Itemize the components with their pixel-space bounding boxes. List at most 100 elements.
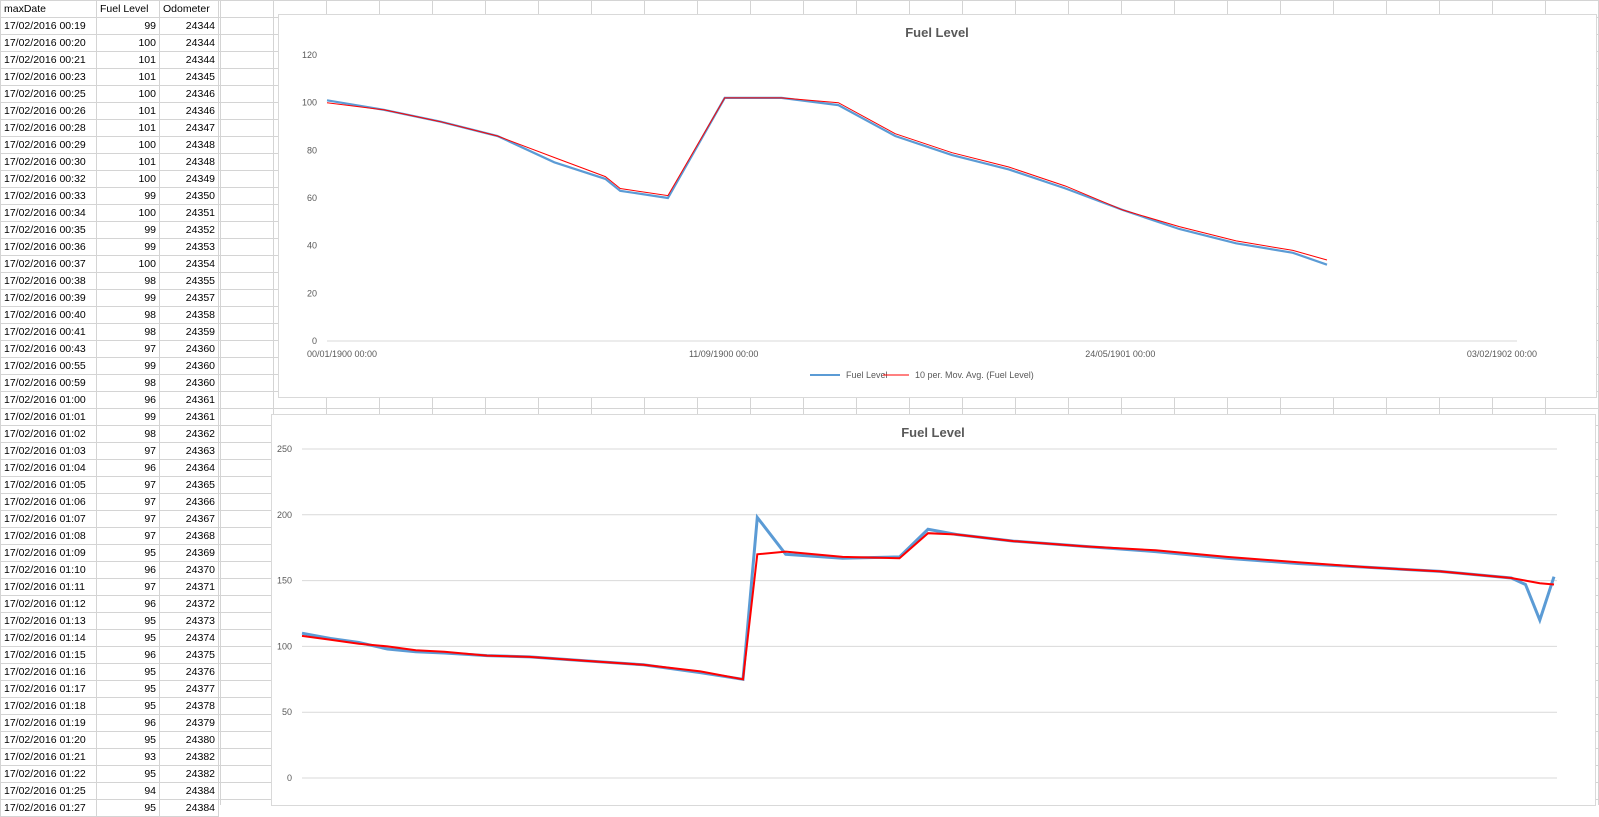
table-cell[interactable]: 24349 bbox=[159, 170, 219, 188]
table-cell[interactable]: 17/02/2016 00:33 bbox=[0, 187, 97, 205]
table-cell[interactable]: 98 bbox=[96, 374, 160, 392]
table-cell[interactable]: 95 bbox=[96, 629, 160, 647]
table-cell[interactable]: 24380 bbox=[159, 731, 219, 749]
table-cell[interactable]: 17/02/2016 00:59 bbox=[0, 374, 97, 392]
table-cell[interactable]: 98 bbox=[96, 425, 160, 443]
table-cell[interactable]: 93 bbox=[96, 748, 160, 766]
table-cell[interactable]: 24344 bbox=[159, 17, 219, 35]
table-cell[interactable]: 97 bbox=[96, 442, 160, 460]
table-cell[interactable]: 94 bbox=[96, 782, 160, 800]
table-cell[interactable]: 100 bbox=[96, 255, 160, 273]
table-cell[interactable]: 98 bbox=[96, 272, 160, 290]
table-cell[interactable]: 17/02/2016 00:55 bbox=[0, 357, 97, 375]
table-cell[interactable]: 24362 bbox=[159, 425, 219, 443]
table-cell[interactable]: 17/02/2016 01:21 bbox=[0, 748, 97, 766]
table-cell[interactable]: 17/02/2016 01:06 bbox=[0, 493, 97, 511]
table-cell[interactable]: 96 bbox=[96, 646, 160, 664]
table-cell[interactable]: 17/02/2016 00:28 bbox=[0, 119, 97, 137]
table-cell[interactable]: 95 bbox=[96, 663, 160, 681]
table-cell[interactable]: 17/02/2016 01:09 bbox=[0, 544, 97, 562]
table-cell[interactable]: 99 bbox=[96, 238, 160, 256]
table-cell[interactable]: 95 bbox=[96, 765, 160, 783]
table-cell[interactable]: 97 bbox=[96, 578, 160, 596]
table-cell[interactable]: 100 bbox=[96, 136, 160, 154]
table-cell[interactable]: 24365 bbox=[159, 476, 219, 494]
table-cell[interactable]: 101 bbox=[96, 119, 160, 137]
table-cell[interactable]: 24372 bbox=[159, 595, 219, 613]
table-cell[interactable]: 17/02/2016 01:27 bbox=[0, 799, 97, 817]
table-cell[interactable]: 24379 bbox=[159, 714, 219, 732]
table-cell[interactable]: 96 bbox=[96, 391, 160, 409]
table-cell[interactable]: 95 bbox=[96, 544, 160, 562]
table-cell[interactable]: 24384 bbox=[159, 799, 219, 817]
table-cell[interactable]: 24354 bbox=[159, 255, 219, 273]
table-cell[interactable]: 24375 bbox=[159, 646, 219, 664]
table-cell[interactable]: 100 bbox=[96, 204, 160, 222]
table-cell[interactable]: 96 bbox=[96, 595, 160, 613]
table-cell[interactable]: 17/02/2016 01:07 bbox=[0, 510, 97, 528]
table-cell[interactable]: 17/02/2016 01:19 bbox=[0, 714, 97, 732]
table-cell[interactable]: 17/02/2016 01:15 bbox=[0, 646, 97, 664]
table-cell[interactable]: 24371 bbox=[159, 578, 219, 596]
table-cell[interactable]: 97 bbox=[96, 476, 160, 494]
table-cell[interactable]: 24345 bbox=[159, 68, 219, 86]
table-cell[interactable]: 17/02/2016 01:12 bbox=[0, 595, 97, 613]
table-cell[interactable]: 24355 bbox=[159, 272, 219, 290]
table-cell[interactable]: 98 bbox=[96, 306, 160, 324]
table-cell[interactable]: 24360 bbox=[159, 357, 219, 375]
table-cell[interactable]: 24361 bbox=[159, 408, 219, 426]
table-cell[interactable]: 17/02/2016 01:01 bbox=[0, 408, 97, 426]
table-cell[interactable]: 17/02/2016 00:35 bbox=[0, 221, 97, 239]
table-cell[interactable]: 24357 bbox=[159, 289, 219, 307]
table-cell[interactable]: 24359 bbox=[159, 323, 219, 341]
table-cell[interactable]: 101 bbox=[96, 153, 160, 171]
table-cell[interactable]: 24369 bbox=[159, 544, 219, 562]
table-cell[interactable]: 24367 bbox=[159, 510, 219, 528]
table-cell[interactable]: 24364 bbox=[159, 459, 219, 477]
table-cell[interactable]: 17/02/2016 01:14 bbox=[0, 629, 97, 647]
table-cell[interactable]: 101 bbox=[96, 68, 160, 86]
table-cell[interactable]: 17/02/2016 01:20 bbox=[0, 731, 97, 749]
table-cell[interactable]: 24344 bbox=[159, 51, 219, 69]
table-cell[interactable]: 95 bbox=[96, 731, 160, 749]
table-header-cell[interactable]: Fuel Level bbox=[96, 0, 160, 18]
table-cell[interactable]: 17/02/2016 01:17 bbox=[0, 680, 97, 698]
table-cell[interactable]: 24348 bbox=[159, 153, 219, 171]
table-cell[interactable]: 24366 bbox=[159, 493, 219, 511]
table-cell[interactable]: 17/02/2016 00:34 bbox=[0, 204, 97, 222]
table-cell[interactable]: 99 bbox=[96, 187, 160, 205]
table-cell[interactable]: 24361 bbox=[159, 391, 219, 409]
table-cell[interactable]: 24352 bbox=[159, 221, 219, 239]
table-cell[interactable]: 17/02/2016 00:20 bbox=[0, 34, 97, 52]
table-cell[interactable]: 24351 bbox=[159, 204, 219, 222]
table-cell[interactable]: 101 bbox=[96, 102, 160, 120]
table-cell[interactable]: 24370 bbox=[159, 561, 219, 579]
table-cell[interactable]: 96 bbox=[96, 714, 160, 732]
table-cell[interactable]: 24382 bbox=[159, 748, 219, 766]
table-cell[interactable]: 17/02/2016 00:21 bbox=[0, 51, 97, 69]
table-cell[interactable]: 100 bbox=[96, 34, 160, 52]
table-cell[interactable]: 24382 bbox=[159, 765, 219, 783]
table-cell[interactable]: 24374 bbox=[159, 629, 219, 647]
table-cell[interactable]: 17/02/2016 01:10 bbox=[0, 561, 97, 579]
table-cell[interactable]: 17/02/2016 00:25 bbox=[0, 85, 97, 103]
table-cell[interactable]: 24360 bbox=[159, 374, 219, 392]
table-cell[interactable]: 17/02/2016 00:43 bbox=[0, 340, 97, 358]
table-cell[interactable]: 95 bbox=[96, 697, 160, 715]
table-cell[interactable]: 17/02/2016 00:26 bbox=[0, 102, 97, 120]
table-cell[interactable]: 100 bbox=[96, 85, 160, 103]
table-cell[interactable]: 17/02/2016 00:36 bbox=[0, 238, 97, 256]
table-cell[interactable]: 24347 bbox=[159, 119, 219, 137]
table-cell[interactable]: 17/02/2016 01:16 bbox=[0, 663, 97, 681]
table-cell[interactable]: 24368 bbox=[159, 527, 219, 545]
table-cell[interactable]: 95 bbox=[96, 612, 160, 630]
table-cell[interactable]: 17/02/2016 00:39 bbox=[0, 289, 97, 307]
table-cell[interactable]: 100 bbox=[96, 170, 160, 188]
table-cell[interactable]: 24358 bbox=[159, 306, 219, 324]
table-cell[interactable]: 24377 bbox=[159, 680, 219, 698]
table-cell[interactable]: 17/02/2016 01:04 bbox=[0, 459, 97, 477]
table-cell[interactable]: 17/02/2016 01:25 bbox=[0, 782, 97, 800]
table-cell[interactable]: 97 bbox=[96, 510, 160, 528]
table-cell[interactable]: 99 bbox=[96, 17, 160, 35]
table-cell[interactable]: 17/02/2016 00:23 bbox=[0, 68, 97, 86]
